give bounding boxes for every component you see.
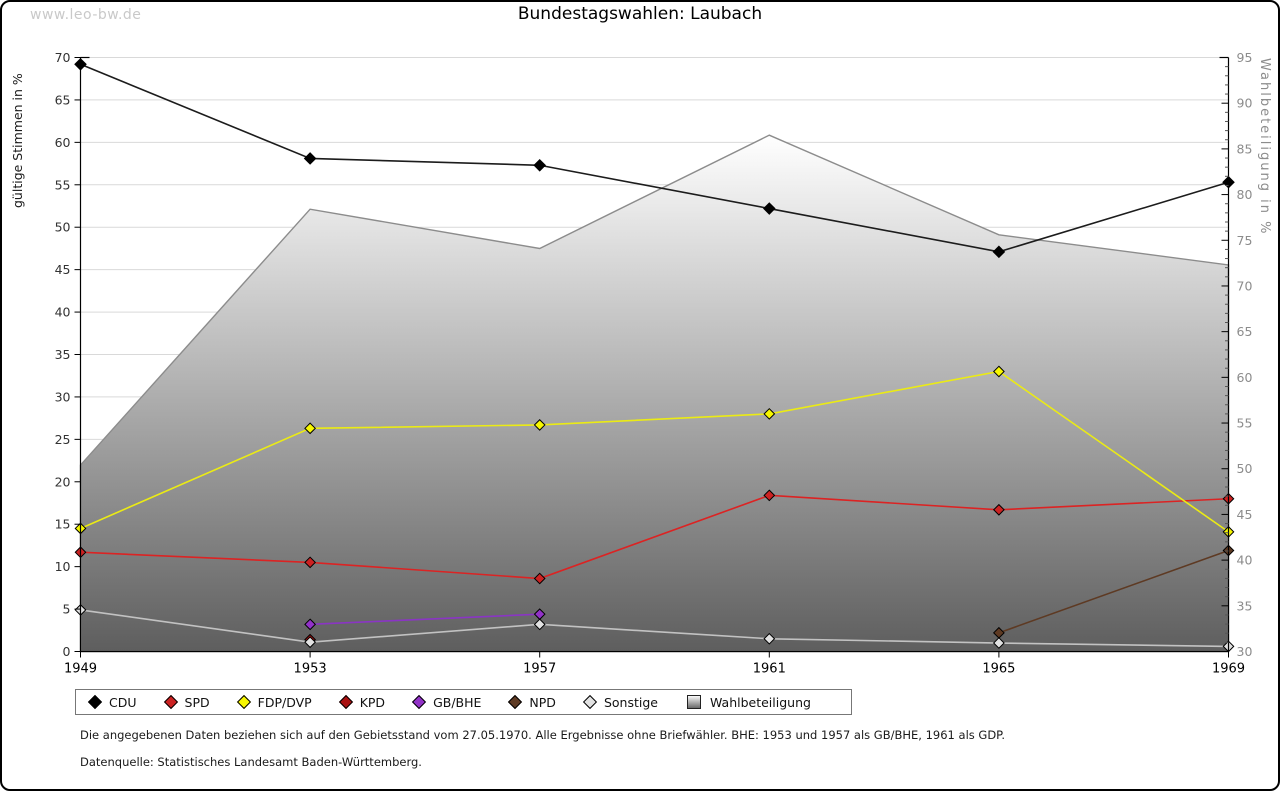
svg-text:30: 30 [55,389,71,404]
page-title: Bundestagswahlen: Laubach [517,4,763,24]
svg-text:55: 55 [55,177,71,192]
svg-text:1969: 1969 [1212,662,1245,677]
legend-item-wahlbeteiligung: Wahlbeteiligung [686,694,811,710]
svg-text:65: 65 [1237,324,1253,339]
legend-marker-wahlbeteiligung [686,695,701,709]
legend-marker-spd [163,694,178,710]
legend-item-fdp-dvp: FDP/DVP [236,694,312,710]
svg-text:1953: 1953 [294,662,327,677]
legend-label-spd: SPD [184,694,210,710]
svg-text:40: 40 [1237,553,1253,568]
legend-marker-kpd [338,694,353,710]
marker-sonstige-1953 [304,636,317,649]
marker-cdu-1961 [762,202,776,215]
svg-text:45: 45 [1237,507,1253,522]
svg-text:1957: 1957 [523,662,556,677]
marker-fdp-dvp-1953 [304,422,317,435]
svg-text:40: 40 [55,305,71,320]
legend-label-gb-bhe: GB/BHE [433,694,482,710]
marker-spd-1965 [992,503,1005,516]
svg-text:65: 65 [55,92,71,107]
svg-text:45: 45 [55,262,71,277]
svg-text:1961: 1961 [753,662,786,677]
legend-item-spd: SPD [163,694,210,710]
svg-text:50: 50 [55,220,71,235]
legend-label-npd: NPD [529,694,556,710]
marker-cdu-1965 [992,245,1006,259]
legend-item-gb-bhe: GB/BHE [411,694,482,710]
legend-marker-gb-bhe [411,694,427,710]
marker-fdp-dvp-1957 [533,419,546,431]
legend-marker-sonstige [582,694,598,710]
svg-text:85: 85 [1237,141,1253,156]
marker-fdp-dvp-1961 [763,407,776,420]
svg-text:95: 95 [1237,50,1253,65]
svg-text:50: 50 [1237,461,1253,476]
election-line-chart: 0 5 10 15 20 25 30 35 40 45 50 55 60 65 70 30 35 40 45 50 55… [55,50,1253,677]
svg-text:1965: 1965 [982,662,1015,677]
marker-cdu-1957 [533,158,547,172]
svg-text:35: 35 [1237,598,1253,613]
footnote-gebietsstand: Die angegebenen Daten beziehen sich auf … [80,728,1005,742]
marker-fdp-dvp-1965 [992,365,1005,378]
svg-text:25: 25 [55,432,71,447]
svg-text:1949: 1949 [64,662,97,677]
marker-cdu-1953 [303,152,317,165]
legend-item-kpd: KPD [338,694,386,710]
right-axis-ticks: 30 35 40 45 50 55 60 65 70 75 80 85 90 95 [1221,50,1253,659]
svg-text:10: 10 [55,559,71,574]
svg-text:75: 75 [1237,233,1253,248]
svg-text:70: 70 [55,50,71,65]
svg-text:60: 60 [55,135,71,150]
legend-marker-cdu [87,694,103,710]
marker-spd-1957 [533,572,546,585]
chart-legend: CDU SPD FDP/DVP KPD GB/BHE NPD Sonstige Wahlbet… [75,689,852,715]
svg-text:30: 30 [1237,644,1253,659]
x-axis-ticks: 1949 1953 1957 1961 1965 1969 [64,651,1245,677]
legend-marker-fdp-dvp [236,694,251,710]
svg-text:35: 35 [55,347,71,362]
svg-text:55: 55 [1237,416,1253,431]
svg-text:15: 15 [55,517,71,532]
svg-text:5: 5 [63,602,71,617]
svg-text:20: 20 [55,474,71,489]
marker-spd-1953 [304,556,317,569]
marker-sonstige-1961 [763,632,776,645]
svg-text:0: 0 [63,644,71,659]
legend-marker-npd [508,694,523,710]
legend-item-npd: NPD [508,694,556,710]
svg-text:60: 60 [1237,370,1253,385]
legend-label-cdu: CDU [109,694,137,710]
footnote-datenquelle: Datenquelle: Statistisches Landesamt Bad… [80,755,422,769]
marker-gb-bhe-1953 [304,618,317,631]
series-sonstige [74,604,1235,653]
svg-text:90: 90 [1237,96,1253,111]
left-axis-ticks: 0 5 10 15 20 25 30 35 40 45 50 55 60 65 70 [55,50,81,659]
legend-label-wahlbeteiligung: Wahlbeteiligung [709,694,811,710]
legend-label-fdp-dvp: FDP/DVP [257,694,312,710]
turnout-area [79,134,1230,653]
marker-sonstige-1957 [533,618,546,631]
marker-sonstige-1965 [992,637,1005,649]
legend-label-sonstige: Sonstige [603,694,658,710]
legend-item-cdu: CDU [87,694,137,710]
legend-item-sonstige: Sonstige [582,694,658,710]
marker-spd-1961 [763,489,776,502]
svg-text:70: 70 [1237,278,1253,293]
watermark: www.leo-bw.de [30,7,142,23]
svg-text:80: 80 [1237,187,1253,202]
legend-label-kpd: KPD [359,694,386,710]
